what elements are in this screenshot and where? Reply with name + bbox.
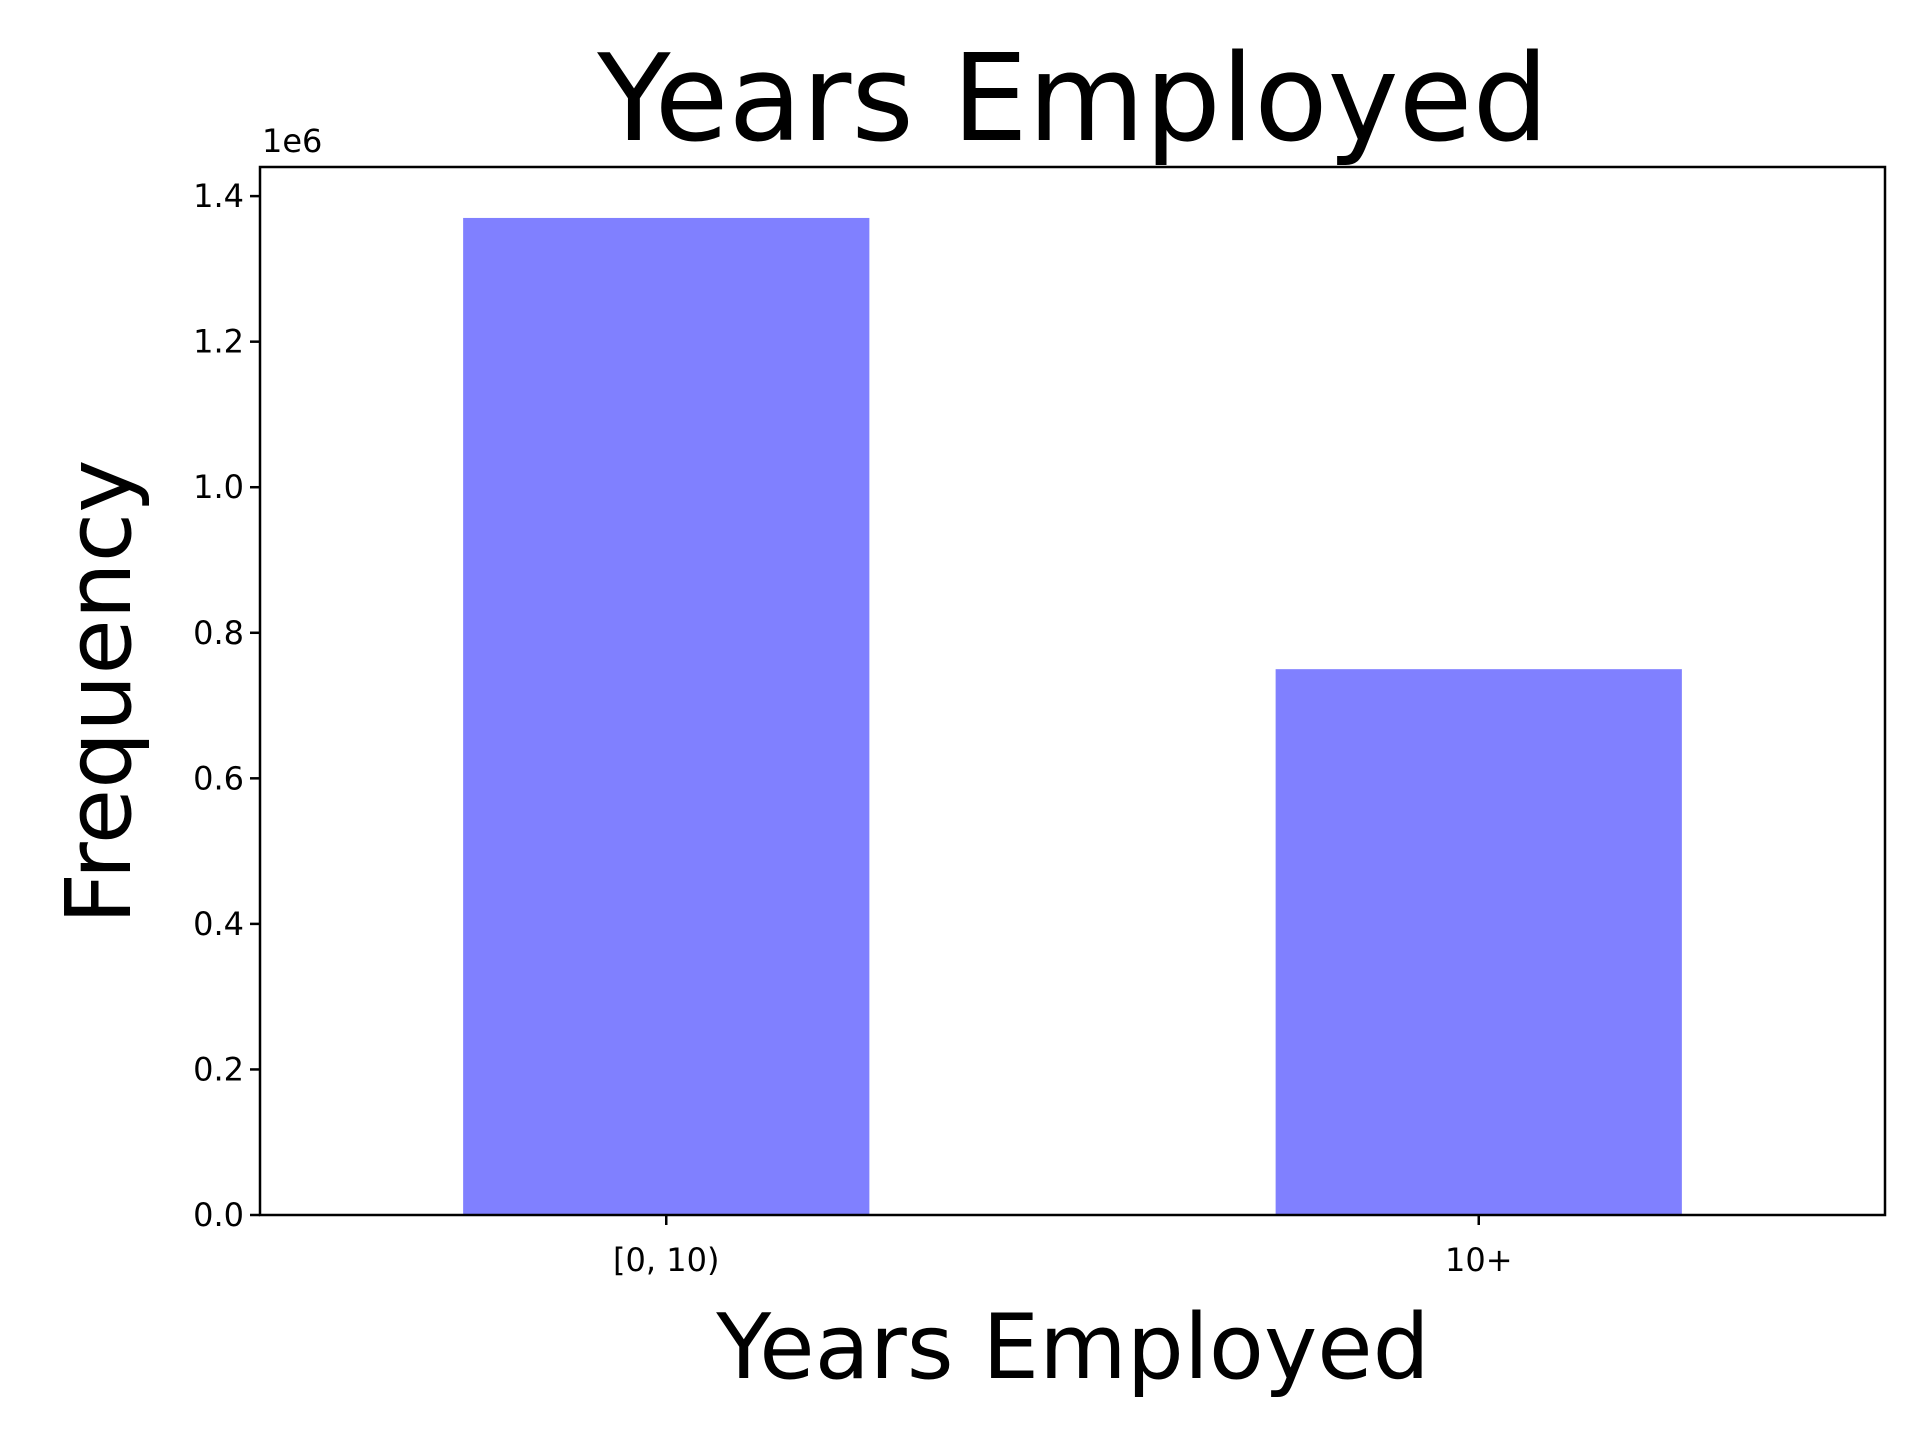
chart-title: Years Employed [596,30,1548,169]
x-tick-label: [0, 10) [613,1241,719,1279]
bar-1 [1275,669,1682,1215]
y-tick-label: 1.0 [193,468,244,506]
y-axis-ticks: 0.0 0.2 0.4 0.6 0.8 1.0 1.2 1.4 [193,177,260,1234]
y-tick-label: 0.4 [193,905,244,943]
bar-0 [463,217,870,1215]
y-tick-label: 1.4 [193,177,244,215]
y-tick-label: 1.2 [193,323,244,361]
y-axis-label: Frequency [47,460,152,925]
y-tick-label: 0.8 [193,614,244,652]
plot-area-frame [258,165,1887,1217]
bars-group [463,217,1682,1215]
x-tick-label: 10+ [1445,1241,1513,1279]
y-tick-label: 0.2 [193,1050,244,1088]
x-axis-label: Years Employed [715,1295,1430,1400]
y-axis-offset-label: 1e6 [262,122,322,160]
y-tick-label: 0.0 [193,1196,244,1234]
y-tick-label: 0.6 [193,759,244,797]
x-axis-ticks: [0, 10) 10+ [613,1215,1513,1279]
